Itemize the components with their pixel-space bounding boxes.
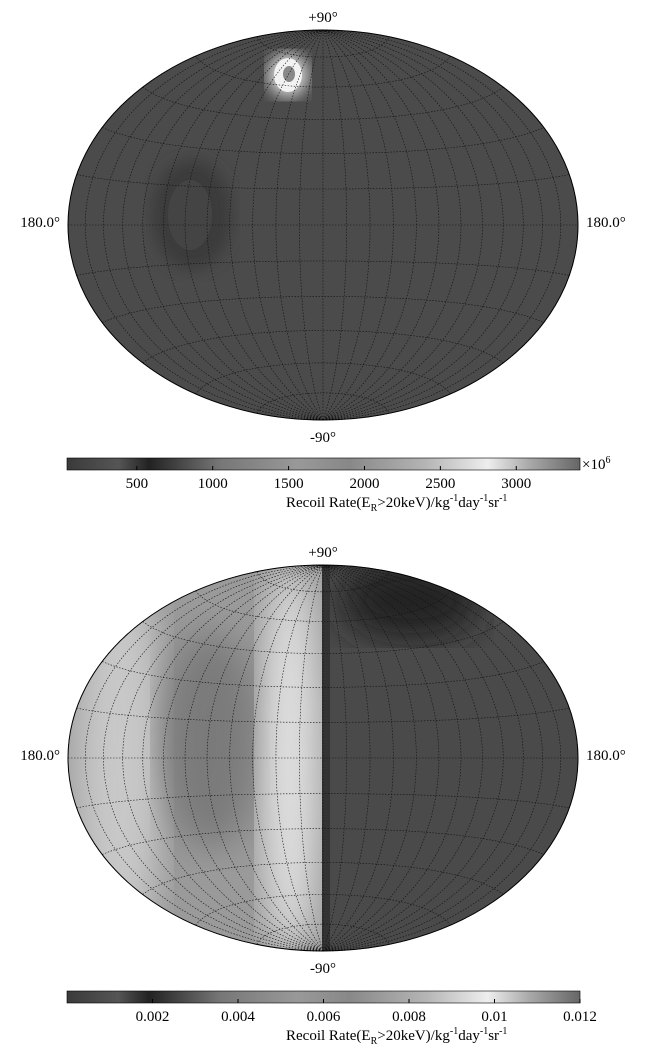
colorbar-tick-label: 0.002: [136, 1009, 170, 1025]
colorbar-label-part: day: [458, 495, 480, 511]
colorbar-label-part: sr: [488, 495, 499, 511]
colorbar-label-part: -1: [480, 493, 488, 504]
map-outline: [67, 564, 579, 952]
colorbar-tick-label: 500: [126, 476, 149, 492]
meridian: [206, 29, 324, 421]
graticule: [67, 29, 579, 952]
colorbar-label-part: Recoil Rate(E: [286, 495, 371, 511]
colorbar-label-part: -1: [450, 493, 458, 504]
colorbar-label-part: -1: [499, 493, 507, 504]
lon-label: 180.0°: [586, 215, 626, 231]
colorbar-tick-label: 0.008: [392, 1009, 426, 1025]
colorbar-tick-label: 0.01: [481, 1009, 507, 1025]
meridian: [163, 29, 324, 421]
colorbar-multiplier: ×106: [582, 455, 610, 473]
parallel: [102, 661, 544, 688]
colorbar-tick-label: 1500: [274, 476, 304, 492]
parallel: [256, 571, 390, 593]
parallel: [76, 260, 570, 276]
pole-label: +90°: [308, 545, 337, 561]
lon-label: 180.0°: [586, 748, 626, 764]
colorbar-label: Recoil Rate(ER>20keV)/kg-1day-1sr-1: [286, 1026, 507, 1047]
colorbar-label-part: Recoil Rate(E: [286, 1028, 371, 1044]
colorbar-tick-label: 0.004: [221, 1009, 255, 1025]
colorbar-label-part: sr: [488, 1028, 499, 1044]
colorbar-tick-label: 0.012: [563, 1009, 597, 1025]
parallel: [256, 923, 390, 945]
colorbar-label-part: day: [458, 1028, 480, 1044]
colorbar-tick-label: 3000: [501, 476, 531, 492]
colorbar-label-part: R: [371, 503, 378, 514]
colorbar-label-part: R: [371, 1036, 378, 1047]
pole-label: -90°: [310, 430, 336, 446]
parallel: [102, 828, 544, 855]
colorbar-label: Recoil Rate(ER>20keV)/kg-1day-1sr-1: [286, 493, 507, 514]
pole-label: -90°: [310, 961, 336, 977]
meridian: [322, 29, 440, 421]
parallel: [256, 392, 390, 414]
meridian: [322, 564, 440, 952]
colorbar-label-part: >20keV)/kg: [377, 495, 450, 511]
map-outline: [67, 29, 579, 421]
parallel: [102, 296, 544, 323]
parallel: [195, 55, 451, 88]
pole-label: +90°: [308, 10, 337, 26]
meridian: [252, 564, 324, 952]
colorbar-label-part: -1: [499, 1026, 507, 1037]
map-image: [68, 565, 578, 951]
parallel: [256, 36, 390, 58]
parallel: [195, 894, 451, 926]
colorbar-label-part: -1: [480, 1026, 488, 1037]
meridian: [322, 564, 371, 952]
colorbar: [66, 457, 581, 471]
parallel: [76, 793, 570, 809]
parallel: [195, 362, 451, 395]
parallel: [102, 127, 544, 154]
colorbar-tick-label: 1000: [198, 476, 228, 492]
colorbar-tick-label: 2500: [425, 476, 455, 492]
multiplier-part: 6: [605, 455, 610, 466]
colorbar-label-part: -1: [450, 1026, 458, 1037]
colorbar-tick-label: 0.006: [307, 1009, 341, 1025]
lon-label: 180.0°: [20, 215, 60, 231]
multiplier-part: ×10: [582, 457, 605, 473]
colorbar-tick-label: 2000: [349, 476, 379, 492]
parallel: [76, 707, 570, 723]
meridian: [229, 564, 324, 952]
parallel: [76, 174, 570, 190]
colorbar-label-part: >20keV)/kg: [377, 1028, 450, 1044]
lon-label: 180.0°: [20, 748, 60, 764]
meridian: [229, 29, 324, 421]
parallel: [195, 590, 451, 622]
